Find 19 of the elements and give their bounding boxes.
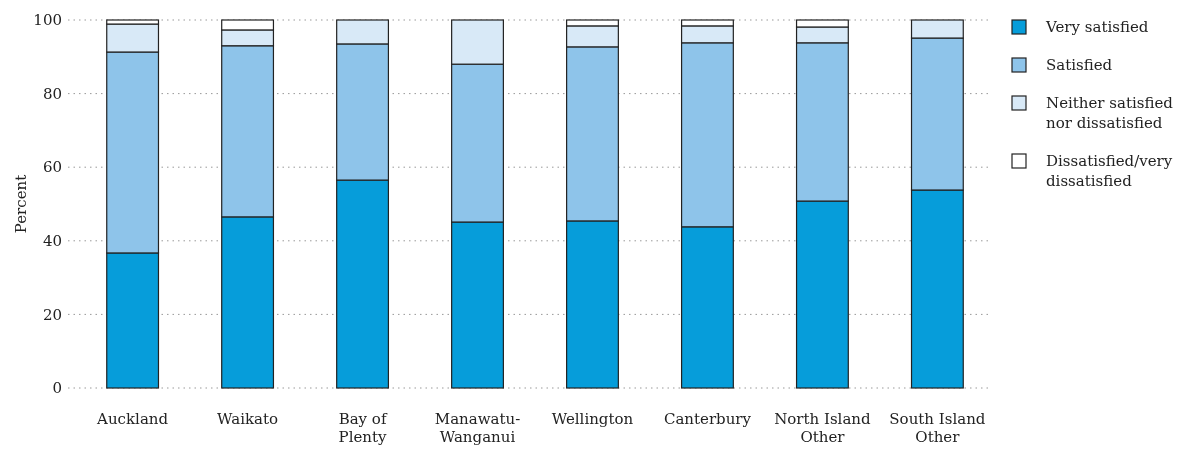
x-tick-label: North Island Other bbox=[774, 410, 872, 446]
x-tick-label: Wellington bbox=[551, 410, 634, 428]
x-tick-label: Waikato bbox=[217, 410, 279, 428]
x-tick-label: South Island Other bbox=[889, 410, 986, 446]
legend-label: Neither satisfied nor dissatisfied bbox=[1046, 94, 1174, 133]
x-tick-label: Manawatu-Wanganui bbox=[434, 410, 521, 446]
y-tick-label: 100 bbox=[33, 11, 62, 30]
y-tick-label: 0 bbox=[52, 379, 62, 398]
legend-label: Dissatisfied/very dissatisfied bbox=[1046, 152, 1173, 191]
x-tick-label: Auckland bbox=[96, 410, 169, 428]
x-tick-label: Canterbury bbox=[663, 410, 752, 428]
y-tick-label: 60 bbox=[42, 158, 62, 177]
x-tick-label: Bay of Plenty bbox=[338, 410, 388, 446]
legend-label: Satisfied bbox=[1046, 56, 1113, 75]
y-axis-title: Percent bbox=[12, 174, 30, 234]
legend-label: Very satisfied bbox=[1045, 18, 1149, 37]
y-tick-label: 40 bbox=[42, 232, 62, 251]
y-tick-label: 20 bbox=[42, 305, 62, 324]
y-tick-label: 80 bbox=[42, 84, 62, 103]
